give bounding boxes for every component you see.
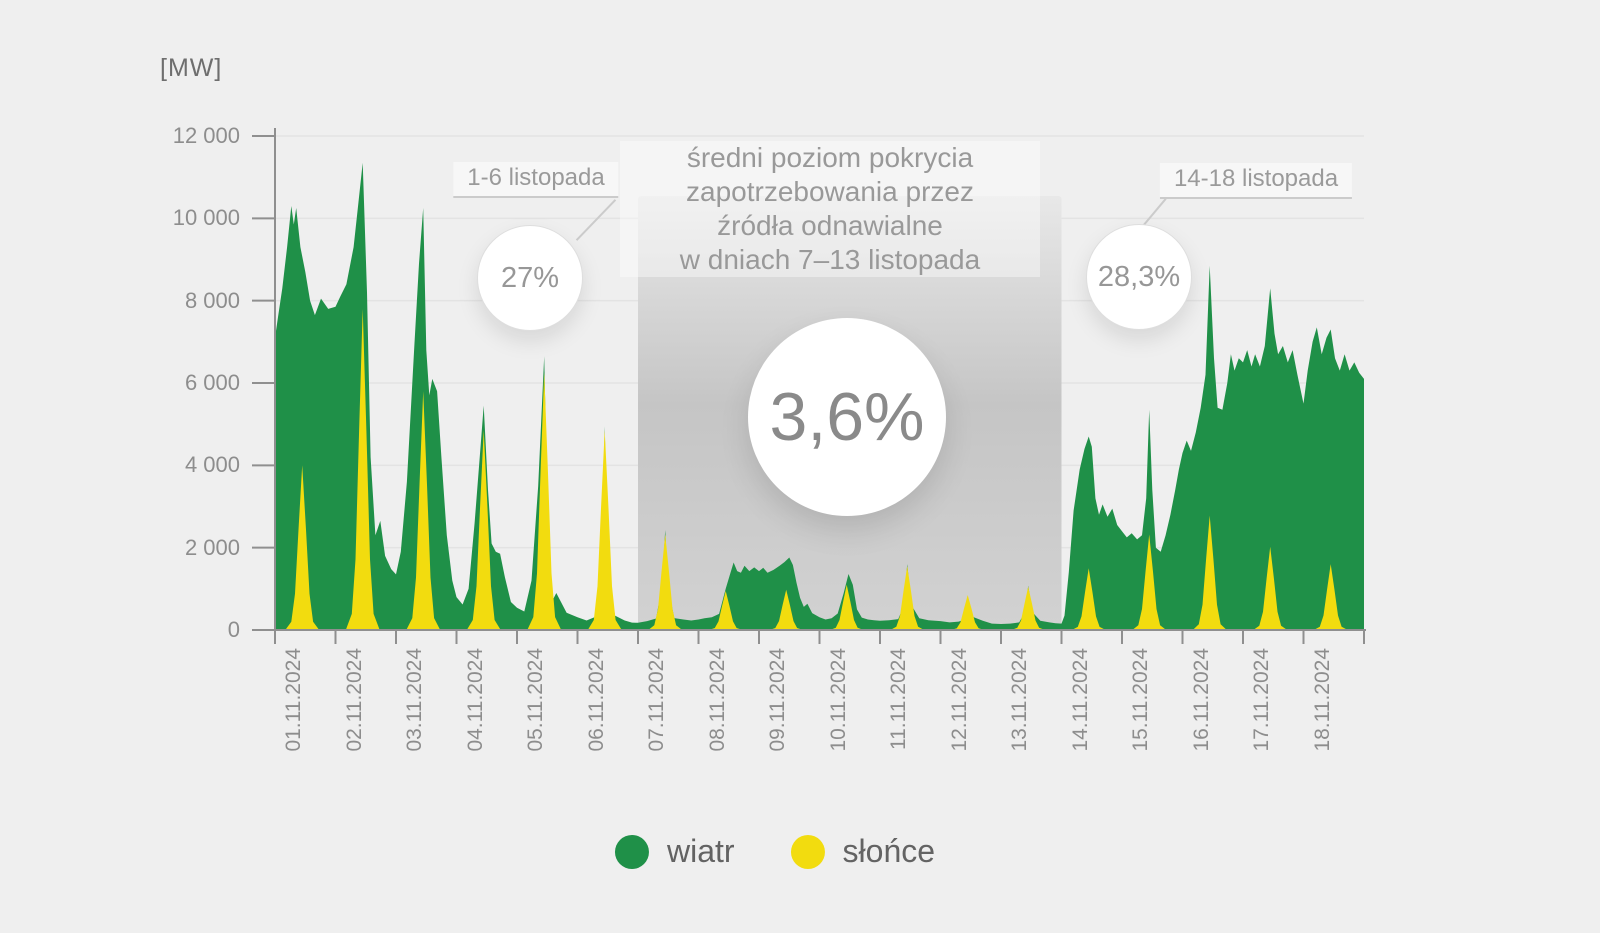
x-date-label: 06.11.2024 — [584, 648, 608, 752]
center-value-circle: 3,6% — [748, 318, 946, 516]
x-date-label: 11.11.2024 — [887, 648, 911, 750]
x-date-label: 13.11.2024 — [1008, 648, 1032, 752]
right-callout-label: 14-18 listopada — [1159, 163, 1353, 199]
center-value: 3,6% — [769, 379, 925, 455]
right-callout-value: 28,3% — [1097, 260, 1181, 293]
center-annotation-line: w dniach 7–13 listopada — [620, 243, 1040, 277]
y-tick-label: 10 000 — [172, 205, 240, 231]
x-date-label: 14.11.2024 — [1068, 648, 1092, 752]
x-date-label: 03.11.2024 — [403, 648, 427, 752]
left-callout-value: 27% — [500, 261, 560, 294]
right-callout-value-circle: 28,3% — [1086, 224, 1192, 330]
y-tick-label: 6 000 — [184, 370, 240, 395]
solar-legend-dot-icon — [790, 834, 825, 869]
x-date-label: 09.11.2024 — [766, 648, 790, 752]
x-date-label: 17.11.2024 — [1250, 648, 1274, 752]
wind-legend-dot-icon — [614, 834, 649, 869]
center-annotation-line: źródła odnawialne — [620, 209, 1040, 243]
x-date-label: 07.11.2024 — [645, 648, 669, 752]
y-tick-label: 2 000 — [184, 534, 240, 560]
solar-area-series — [275, 308, 1364, 630]
center-annotation-line: zapotrzebowania przez — [620, 175, 1040, 209]
x-date-label: 16.11.2024 — [1189, 648, 1213, 752]
x-date-label: 02.11.2024 — [342, 648, 366, 752]
legend-item-wind: wiatr — [614, 833, 735, 870]
wind-legend-label: wiatr — [666, 833, 735, 869]
legend-item-solar: słońce — [790, 833, 936, 870]
x-date-label: 04.11.2024 — [463, 648, 487, 752]
y-tick-label: 4 000 — [184, 452, 240, 478]
left-callout-value-circle: 27% — [477, 225, 583, 331]
x-date-label: 15.11.2024 — [1129, 648, 1153, 752]
center-annotation-text: średni poziom pokrycia zapotrzebowania p… — [620, 141, 1040, 277]
x-date-label: 01.11.2024 — [282, 648, 306, 752]
x-date-label: 08.11.2024 — [705, 648, 729, 752]
y-tick-label: 12 000 — [172, 123, 240, 148]
x-date-label: 12.11.2024 — [947, 648, 971, 752]
center-annotation-line: średni poziom pokrycia — [620, 141, 1040, 175]
x-date-label: 18.11.2024 — [1310, 648, 1334, 752]
solar-legend-label: słońce — [842, 833, 936, 869]
y-tick-label: 0 — [227, 617, 240, 642]
y-tick-label: 8 000 — [184, 287, 240, 313]
y-axis-unit-label: [MW] — [160, 54, 223, 82]
left-callout-label: 1-6 listopada — [453, 162, 619, 198]
legend: wiatr słońce — [614, 833, 936, 870]
x-date-label: 10.11.2024 — [826, 648, 850, 752]
x-date-label: 05.11.2024 — [524, 648, 548, 752]
